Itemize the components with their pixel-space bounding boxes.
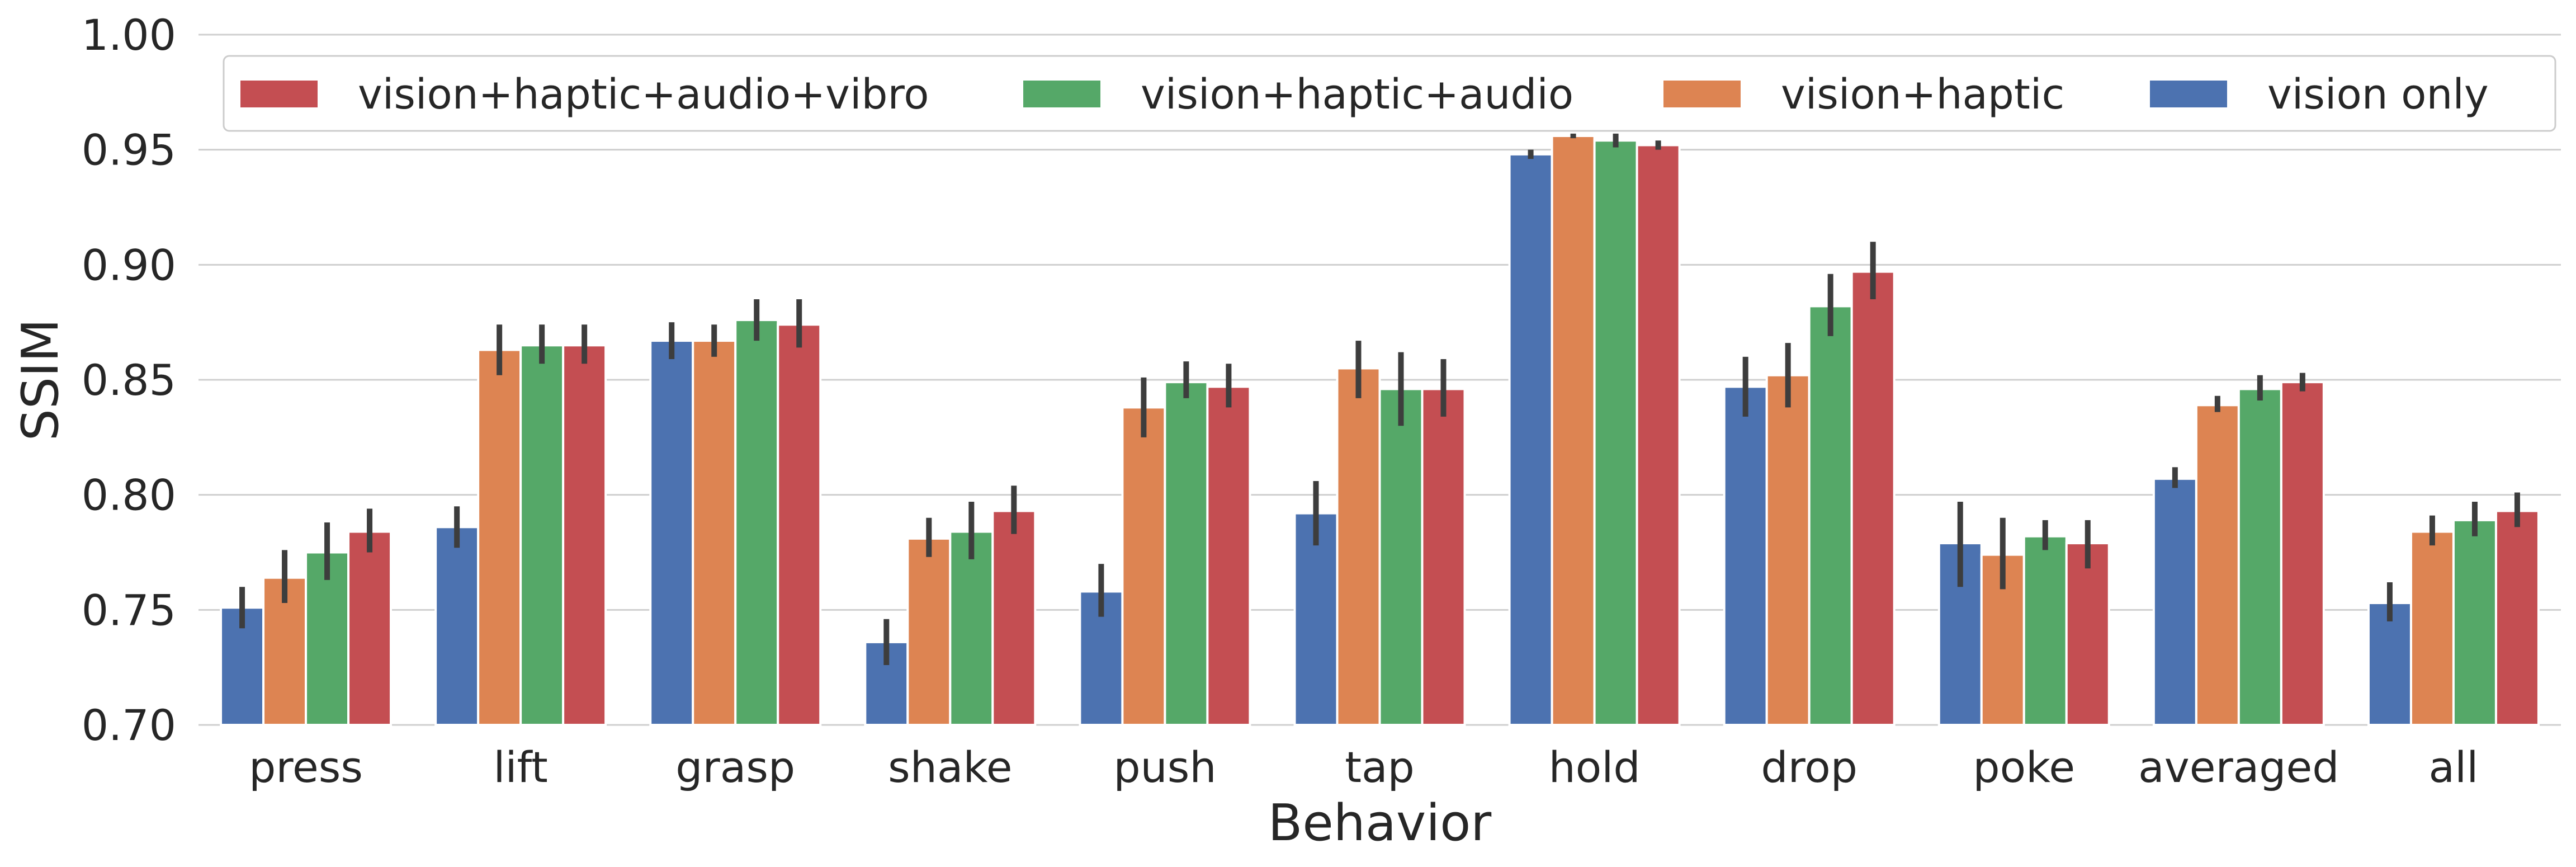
y-tick-label: 0.95 — [82, 125, 176, 175]
bar — [562, 344, 607, 726]
legend-label: vision+haptic+audio+vibro — [358, 70, 929, 119]
x-tick-label: push — [1113, 742, 1216, 792]
bar — [906, 537, 952, 726]
bar — [2022, 535, 2068, 726]
x-tick-label: all — [2429, 742, 2479, 792]
bar — [2367, 601, 2412, 726]
x-tick-label: lift — [493, 742, 547, 792]
legend-label: vision only — [2267, 70, 2489, 119]
x-tick-label: shake — [888, 742, 1012, 792]
bars — [220, 134, 2540, 727]
bar — [949, 530, 994, 726]
legend-label: vision+haptic+audio — [1141, 70, 1573, 119]
legend-swatch — [2150, 81, 2227, 107]
y-tick-label: 0.90 — [82, 240, 176, 290]
bar — [991, 510, 1037, 727]
x-tick-label: averaged — [2138, 742, 2339, 792]
bar — [434, 526, 480, 727]
legend-label: vision+haptic — [1781, 70, 2064, 119]
y-axis-title: SSIM — [11, 319, 70, 441]
y-tick-labels: 0.70 0.75 0.80 0.85 0.90 0.95 1.00 — [82, 10, 176, 750]
bar — [1636, 144, 1681, 727]
x-tick-label: hold — [1549, 742, 1641, 792]
x-tick-label: drop — [1761, 742, 1857, 792]
legend-swatch — [1023, 81, 1100, 107]
bar — [1723, 385, 1768, 726]
bar — [1293, 512, 1339, 726]
x-axis-title: Behavior — [1268, 794, 1492, 852]
legend: vision+haptic+audio+vibro vision+haptic+a… — [223, 55, 2556, 132]
y-tick-label: 0.75 — [82, 585, 176, 635]
x-tick-label: poke — [1973, 742, 2075, 792]
error-bars — [239, 133, 2520, 666]
bar — [1808, 305, 1853, 726]
bar — [2452, 519, 2497, 726]
bar — [2065, 542, 2110, 727]
bar — [777, 323, 822, 726]
bar — [1121, 406, 1166, 726]
bar — [1850, 270, 1896, 726]
bar — [1336, 367, 1381, 726]
bar — [1508, 153, 1553, 727]
bar — [1421, 388, 1466, 726]
y-tick-label: 0.70 — [82, 700, 176, 750]
bar — [2237, 388, 2282, 726]
y-tick-label: 1.00 — [82, 10, 176, 60]
bar — [1551, 134, 1596, 726]
bar — [649, 340, 694, 726]
bar — [477, 348, 522, 726]
x-tick-labels: press lift grasp shake push tap hold drop poke av… — [249, 742, 2478, 792]
bar — [1164, 381, 1209, 726]
y-tick-label: 0.80 — [82, 470, 176, 520]
x-tick-label: grasp — [675, 742, 795, 792]
bar — [734, 319, 779, 726]
bar — [1593, 139, 1638, 726]
legend-frame — [223, 55, 2556, 132]
bar — [2494, 510, 2540, 727]
bar — [347, 530, 393, 726]
bar — [2409, 530, 2455, 726]
bar — [1206, 385, 1251, 726]
y-tick-label: 0.85 — [82, 355, 176, 405]
legend-swatch — [1663, 81, 1741, 107]
x-tick-label: tap — [1345, 742, 1415, 792]
bar — [519, 344, 565, 726]
bar — [2280, 381, 2325, 726]
legend-swatch — [240, 81, 318, 107]
bar — [1765, 374, 1811, 726]
bar — [305, 551, 350, 726]
bar — [692, 340, 737, 726]
bar — [1378, 388, 1424, 726]
bar — [2152, 477, 2197, 727]
bar — [2195, 404, 2240, 726]
x-tick-label: press — [249, 742, 363, 792]
